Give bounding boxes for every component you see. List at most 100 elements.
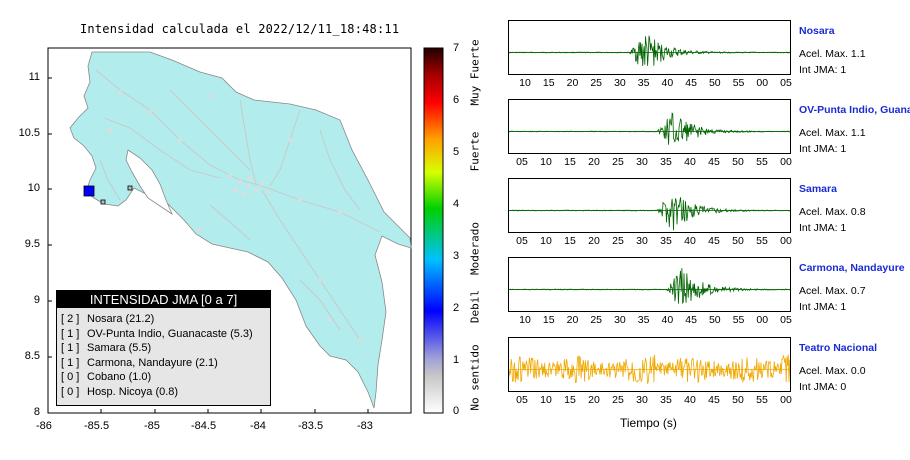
- map-x-tick: -83: [357, 420, 373, 432]
- colorbar-tick: 3: [453, 250, 460, 262]
- trace-tick-label: 40: [661, 314, 674, 326]
- map-y-tick: 8: [33, 406, 40, 418]
- trace-tick-label: 30: [636, 235, 648, 247]
- legend-item-text: OV-Punta Indio, Guanacaste (5.3): [87, 327, 253, 340]
- trace-tick-label: 10: [540, 156, 552, 168]
- colorbar-label-debil: Debil: [468, 289, 482, 324]
- trace-tick-label: 40: [661, 77, 674, 89]
- trace-tick-label: 10: [540, 235, 552, 247]
- trace-tick-label: 15: [542, 314, 555, 326]
- station-marker-carmona[interactable]: [127, 185, 133, 191]
- trace-tick-label: 05: [516, 235, 528, 247]
- road-network: [95, 69, 381, 341]
- station-intensity: Int JMA: 1: [799, 301, 847, 313]
- town-dots: [108, 90, 362, 342]
- trace-tick-label: 45: [685, 77, 697, 89]
- trace-line: [509, 354, 790, 384]
- trace-tick-label: 20: [588, 156, 600, 168]
- map-title: Intensidad calculada el 2022/12/11_18:48…: [80, 22, 400, 36]
- station-marker-samara[interactable]: [100, 199, 106, 205]
- legend-item-text: Carmona, Nandayure (2.1): [87, 356, 218, 369]
- trace-line: [509, 197, 790, 231]
- legend-title: INTENSIDAD JMA [0 a 7]: [57, 291, 270, 308]
- map-x-tick: -84: [250, 420, 266, 432]
- trace-tick-label: 20: [588, 394, 600, 406]
- trace-x-ticks: 05 10 15 20 25 30 35 40 45 50 55 00: [508, 394, 792, 406]
- seismogram-waveform: [509, 354, 790, 384]
- legend-item-text: Hosp. Nicoya (0.8): [87, 385, 179, 398]
- colorbar-label-moderado: Moderado: [468, 222, 482, 275]
- trace-tick-label: 30: [636, 156, 648, 168]
- legend-item: [ 0 ] Hosp. Nicoya (0.8): [61, 385, 270, 400]
- legend-item: [ 1 ] Samara (5.5): [61, 341, 270, 356]
- trace-tick-label: 15: [564, 235, 576, 247]
- station-max-acceleration: Acel. Max. 0.8: [799, 206, 866, 218]
- trace-x-ticks: 10 15 20 25 30 35 40 45 50 55 00 05: [508, 314, 792, 326]
- trace-tick-label: 30: [614, 77, 626, 89]
- map-x-tick: -84.5: [191, 420, 217, 432]
- trace-tick-label: 45: [708, 394, 720, 406]
- colorbar-tick: 2: [453, 302, 460, 314]
- trace-x-ticks: 05 10 15 20 25 30 35 40 45 50 55 00: [508, 235, 792, 247]
- trace-tick-label: 50: [732, 156, 744, 168]
- colorbar-tick: 1: [453, 354, 460, 366]
- seismogram-panel: [508, 257, 791, 312]
- map-y-tick: 10.5: [18, 127, 40, 139]
- trace-tick-label: 15: [564, 394, 576, 406]
- trace-tick-label: 20: [566, 314, 579, 326]
- trace-tick-label: 00: [780, 235, 792, 247]
- trace-tick-label: 30: [614, 314, 626, 326]
- map-x-tick: -86: [36, 420, 52, 432]
- station-max-acceleration: Acel. Max. 0.7: [799, 285, 866, 297]
- legend-item-tag: [ 0 ]: [61, 371, 80, 384]
- legend-list: [ 2 ] Nosara (21.2) [ 1 ] OV-Punta Indio, …: [57, 308, 270, 400]
- map-axis-ticks: [48, 77, 369, 413]
- legend-item-tag: [ 1 ]: [61, 342, 80, 355]
- seismogram-panel: [508, 99, 791, 154]
- trace-tick-label: 50: [708, 314, 721, 326]
- station-name: OV-Punta Indio, Guana: [799, 104, 910, 116]
- gulf-water: [125, 149, 173, 216]
- trace-tick-label: 25: [590, 314, 603, 326]
- trace-tick-label: 05: [516, 156, 528, 168]
- colorbar-tick: 5: [453, 146, 460, 158]
- station-intensity: Int JMA: 1: [799, 64, 847, 76]
- legend-item-tag: [ 2 ]: [61, 313, 80, 325]
- legend-item-text: Cobano (1.0): [87, 371, 152, 384]
- legend-item: [ 0 ] Cobano (1.0): [61, 370, 270, 385]
- seismogram-waveform: [509, 35, 790, 67]
- station-max-acceleration: Acel. Max. 1.1: [799, 127, 866, 139]
- intensity-legend: INTENSIDAD JMA [0 a 7] [ 2 ] Nosara (21.2…: [56, 290, 271, 406]
- station-intensity: Int JMA: 1: [799, 143, 847, 155]
- trace-x-ticks: 05 10 15 20 25 30 35 40 45 50 55 00: [508, 156, 792, 168]
- trace-tick-label: 00: [756, 77, 769, 89]
- seismogram-waveform: [509, 267, 790, 305]
- map-x-tick: -85: [144, 420, 160, 432]
- station-name: Carmona, Nandayure: [799, 262, 905, 274]
- trace-tick-label: 50: [732, 235, 744, 247]
- trace-tick-label: 35: [660, 156, 672, 168]
- legend-item-tag: [ 1 ]: [61, 356, 80, 369]
- time-axis-label: Tiempo (s): [620, 416, 677, 430]
- seismogram-panel: [508, 20, 791, 75]
- trace-tick-label: 35: [660, 394, 672, 406]
- trace-line: [509, 35, 790, 67]
- colorbar-label-no-sentido: No sentido: [468, 344, 482, 411]
- station-name: Teatro Nacional: [799, 342, 877, 354]
- trace-tick-label: 25: [612, 156, 624, 168]
- colorbar-tick: 6: [453, 94, 460, 106]
- station-marker-nosara[interactable]: [83, 185, 95, 197]
- colorbar-tick: 0: [453, 405, 460, 417]
- legend-item-text: Nosara (21.2): [87, 313, 155, 325]
- trace-tick-label: 35: [637, 314, 650, 326]
- trace-tick-label: 40: [684, 156, 696, 168]
- map-y-tick: 9.5: [24, 238, 40, 250]
- trace-tick-label: 05: [780, 314, 792, 326]
- trace-line: [509, 267, 790, 305]
- station-max-acceleration: Acel. Max. 0.0: [799, 365, 866, 377]
- legend-item-text: Samara (5.5): [87, 342, 152, 355]
- trace-tick-label: 15: [564, 156, 576, 168]
- map-x-tick: -85.5: [84, 420, 110, 432]
- station-name: Samara: [799, 183, 837, 195]
- map-y-tick: 9: [33, 294, 40, 306]
